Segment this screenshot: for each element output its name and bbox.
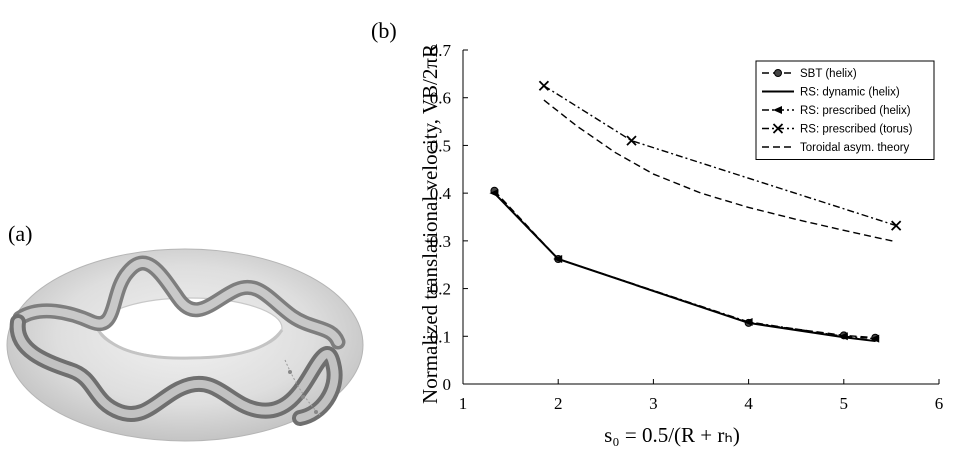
legend-label: RS: prescribed (helix) bbox=[800, 105, 911, 117]
series-1 bbox=[493, 192, 876, 343]
series-0 bbox=[490, 186, 880, 342]
torus-helix-illustration bbox=[6, 248, 364, 442]
series-line bbox=[543, 85, 897, 227]
x-tick-label: 6 bbox=[935, 394, 944, 413]
series-line bbox=[493, 192, 876, 340]
y-tick-label: 0.4 bbox=[430, 184, 452, 203]
x-axis-label: s₀ = 0.5/(R + rₕ) bbox=[604, 423, 740, 447]
panel-a-label: (a) bbox=[8, 221, 33, 246]
legend-item: RS: dynamic (helix) bbox=[762, 87, 900, 99]
y-axis-label: Normalized translational velocity, VB/2π… bbox=[418, 44, 442, 404]
series-line bbox=[493, 190, 876, 339]
data-point bbox=[838, 332, 848, 341]
legend-marker bbox=[774, 69, 782, 77]
y-tick-label: 0.6 bbox=[430, 89, 451, 108]
data-point bbox=[626, 135, 637, 146]
x-tick-label: 3 bbox=[649, 394, 658, 413]
series-4 bbox=[543, 99, 897, 243]
legend-label: SBT (helix) bbox=[800, 68, 857, 80]
legend-box bbox=[755, 60, 935, 160]
y-tick-label: 0 bbox=[443, 375, 452, 394]
legend-item: RS: prescribed (torus) bbox=[762, 123, 913, 136]
chart-axes: 1 2 3 4 5 6 0 0.1 0.2 0.3 0.4 0.5 0.6 0.7 bbox=[430, 41, 944, 413]
y-tick-label: 0.3 bbox=[430, 232, 451, 251]
y-tick-label: 0.7 bbox=[430, 41, 452, 60]
data-point bbox=[870, 334, 880, 343]
data-point bbox=[891, 220, 902, 231]
chart-legend: SBT (helix) RS: dynamic (helix) RS: prescr… bbox=[755, 60, 935, 160]
legend-label: RS: dynamic (helix) bbox=[800, 87, 900, 99]
chart-series bbox=[489, 80, 902, 343]
series-3 bbox=[538, 80, 902, 231]
legend-label: Toroidal asym. theory bbox=[800, 142, 910, 154]
legend-marker bbox=[772, 123, 784, 134]
legend-item: SBT (helix) bbox=[762, 68, 857, 80]
data-point bbox=[553, 254, 563, 263]
legend-label: RS: prescribed (torus) bbox=[800, 124, 913, 136]
x-tick-label: 1 bbox=[459, 394, 468, 413]
panel-b-label: (b) bbox=[371, 18, 397, 43]
x-tick-label: 4 bbox=[744, 394, 753, 413]
y-tick-label: 0.2 bbox=[430, 280, 451, 299]
legend-item: RS: prescribed (helix) bbox=[762, 105, 911, 117]
data-point bbox=[489, 189, 499, 198]
series-line bbox=[493, 192, 876, 343]
data-point bbox=[743, 317, 753, 326]
series-line bbox=[543, 99, 897, 243]
y-tick-label: 0.1 bbox=[430, 327, 451, 346]
data-point bbox=[538, 80, 550, 91]
x-tick-label: 2 bbox=[554, 394, 563, 413]
legend-marker bbox=[773, 106, 782, 114]
legend-item: Toroidal asym. theory bbox=[762, 142, 910, 154]
x-tick-label: 5 bbox=[840, 394, 849, 413]
series-2 bbox=[489, 189, 880, 343]
y-tick-label: 0.5 bbox=[430, 136, 451, 155]
